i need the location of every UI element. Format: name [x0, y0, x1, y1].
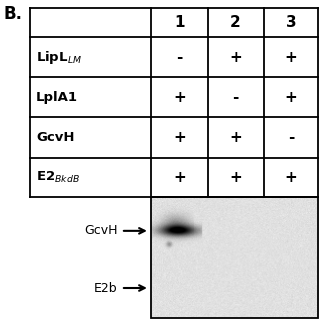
- Text: LplA1: LplA1: [36, 91, 78, 104]
- Bar: [30, 8, 318, 197]
- Text: +: +: [285, 50, 297, 65]
- Text: GcvH: GcvH: [36, 131, 75, 144]
- Text: 3: 3: [286, 15, 296, 30]
- Text: -: -: [232, 90, 239, 105]
- Text: +: +: [173, 90, 186, 105]
- Text: -: -: [176, 50, 183, 65]
- Text: +: +: [285, 90, 297, 105]
- Text: LipL$_{LM}$: LipL$_{LM}$: [36, 49, 82, 66]
- Text: +: +: [173, 130, 186, 145]
- Text: +: +: [229, 50, 242, 65]
- Text: +: +: [173, 170, 186, 185]
- Bar: [151, 197, 318, 318]
- Text: +: +: [229, 130, 242, 145]
- Text: +: +: [229, 170, 242, 185]
- Text: +: +: [285, 170, 297, 185]
- Text: E2$_{BkdB}$: E2$_{BkdB}$: [36, 170, 80, 185]
- Text: 2: 2: [230, 15, 241, 30]
- Bar: [0, 197, 151, 318]
- Text: GcvH: GcvH: [84, 224, 118, 237]
- Text: E2b: E2b: [94, 282, 118, 294]
- Text: B.: B.: [3, 5, 22, 23]
- Text: 1: 1: [174, 15, 185, 30]
- Text: -: -: [288, 130, 294, 145]
